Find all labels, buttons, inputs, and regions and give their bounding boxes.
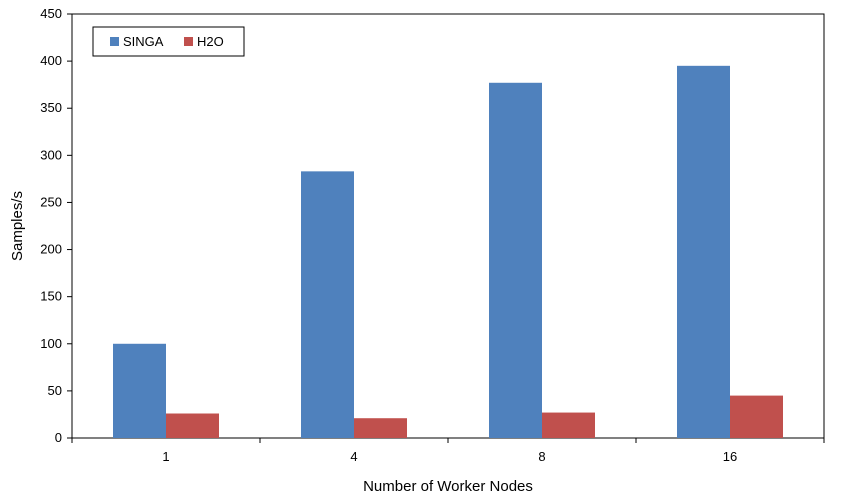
bar-h2o-8 bbox=[542, 412, 595, 438]
x-tick-label: 4 bbox=[350, 449, 357, 464]
bar-h2o-1 bbox=[166, 413, 219, 438]
bar-series bbox=[113, 65, 783, 439]
bar-singa-1 bbox=[113, 343, 166, 438]
bar-singa-4 bbox=[301, 171, 354, 438]
bar-singa-16 bbox=[677, 65, 730, 439]
y-axis-title: Samples/s bbox=[9, 191, 26, 261]
y-axis-ticks: 0 50 100 150 200 250 300 350 400 450 bbox=[40, 6, 72, 445]
y-tick-label: 150 bbox=[40, 289, 62, 304]
x-axis-title: Number of Worker Nodes bbox=[363, 478, 533, 495]
y-tick-label: 300 bbox=[40, 147, 62, 162]
y-tick-label: 400 bbox=[40, 53, 62, 68]
bar-h2o-4 bbox=[354, 418, 407, 438]
bar-singa-8 bbox=[489, 82, 542, 438]
y-tick-label: 350 bbox=[40, 100, 62, 115]
legend-swatch-singa bbox=[110, 37, 119, 46]
legend-swatch-h2o bbox=[184, 37, 193, 46]
y-tick-label: 50 bbox=[48, 383, 62, 398]
legend-label-singa: SINGA bbox=[123, 34, 164, 49]
y-tick-label: 250 bbox=[40, 194, 62, 209]
legend-box bbox=[92, 26, 245, 57]
bar-h2o-16 bbox=[730, 395, 783, 438]
y-tick-label: 100 bbox=[40, 336, 62, 351]
legend-label-h2o: H2O bbox=[197, 34, 224, 49]
y-tick-label: 200 bbox=[40, 242, 62, 257]
y-tick-label: 450 bbox=[40, 6, 62, 21]
legend: SINGA H2O bbox=[92, 26, 245, 57]
x-tick-label: 16 bbox=[723, 449, 737, 464]
x-axis-ticks: 1 4 8 16 bbox=[71, 438, 825, 464]
y-tick-label: 0 bbox=[55, 430, 62, 445]
x-tick-label: 1 bbox=[162, 449, 169, 464]
x-tick-label: 8 bbox=[538, 449, 545, 464]
